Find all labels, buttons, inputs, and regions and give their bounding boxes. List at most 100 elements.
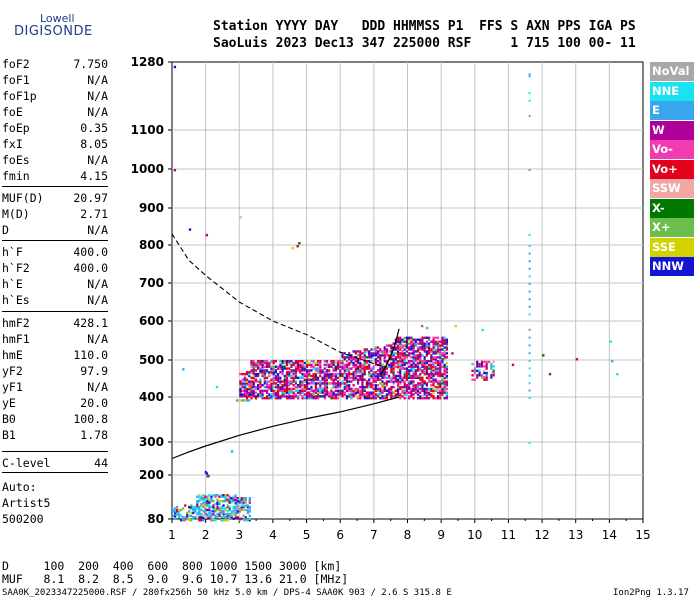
echo-dot [356,378,360,381]
param-value: 8.05 [80,137,108,151]
echo-dot [471,378,474,381]
echo-dot [432,367,435,370]
echo-dot [218,514,221,517]
echo-dot [281,361,284,365]
echo-dot [314,385,317,389]
param-name: D [2,223,9,237]
echo-dot [436,346,440,349]
echo-dot [425,336,429,339]
x-tick-label: 3 [235,528,243,542]
echo-dot [365,391,369,394]
echo-dot [270,393,273,396]
echo-dot [261,367,264,370]
echo-dot [303,378,306,381]
param-row-yf2: yF2 97.9 [2,364,108,380]
echo-dot [408,395,411,398]
echo-dot [445,397,448,400]
echo-dot [368,363,371,367]
echo-dot [421,336,424,339]
echo-dot [381,372,384,376]
echo-dot [241,378,244,381]
echo-dot [410,369,413,372]
echo-dot [208,501,211,504]
echo-dot [423,360,426,363]
legend-item-w: W [650,120,694,140]
echo-dot [403,376,406,380]
echo-dot [372,391,375,394]
echo-dot [383,389,386,392]
echo-dot [611,360,614,363]
echo-dot [332,361,335,365]
echo-dot [432,374,435,378]
echo-dot [321,382,324,385]
echo-dot [428,380,431,383]
legend-item-ssw: SSW [650,179,694,198]
echo-dot [390,397,393,400]
echo-dot [388,374,391,378]
echo-dot [381,397,384,400]
echo-dot [328,365,331,368]
echo-dot [370,397,373,400]
echo-dot [205,233,209,237]
echo-dot [174,514,177,517]
echo-dot [234,513,237,516]
echo-dot [252,376,255,380]
echo-dot [416,356,420,359]
echo-dot [334,385,337,389]
echo-dot [365,356,369,359]
echo-dot [341,382,344,385]
echo-dot [368,380,371,383]
echo-dot [252,391,255,394]
echo-dot [319,380,322,383]
echo-dot [363,361,366,365]
echo-dot [356,391,360,394]
echo-dot [416,338,420,341]
echo-dot [412,348,415,351]
echo-dot [368,395,371,398]
param-value: N/A [87,153,108,167]
param-value: 2.71 [80,207,108,221]
echo-dot [248,507,251,510]
echo-dot [432,372,435,376]
echo-dot [202,498,205,501]
echo-dot [345,385,349,389]
echo-dot [439,384,442,387]
echo-dot [257,395,260,398]
echo-dot [230,450,234,453]
echo-dot [272,371,275,374]
echo-dot [257,361,260,365]
echo-dot [425,361,429,365]
echo-dot [259,393,262,396]
echo-dot [385,393,389,396]
echo-dot [312,365,315,368]
echo-dot [216,494,219,497]
echo-dot [392,380,395,383]
echo-dot [430,389,433,392]
echo-dot [412,350,415,353]
echo-dot [321,391,324,394]
echo-dot [370,372,373,376]
echo-dot [392,395,395,398]
param-value: N/A [87,380,108,394]
echo-dot [330,378,333,381]
echo-dot [241,385,244,389]
echo-dot [339,374,342,378]
echo-dot [432,384,435,387]
echo-dot [245,371,249,374]
echo-dot [208,504,211,507]
echo-dot [319,387,322,391]
echo-dot [292,376,295,380]
echo-dot [274,369,278,372]
echo-dot [443,376,446,380]
echo-dot [330,397,333,400]
echo-dot [354,350,357,353]
echo-dot [361,371,364,374]
echo-dot [439,385,442,389]
echo-dot [348,395,351,398]
echo-dot [396,385,400,389]
echo-dot [174,516,177,519]
echo-dot [288,384,291,387]
echo-dot [290,363,293,367]
echo-dot [430,363,433,367]
echo-dot [323,389,326,392]
